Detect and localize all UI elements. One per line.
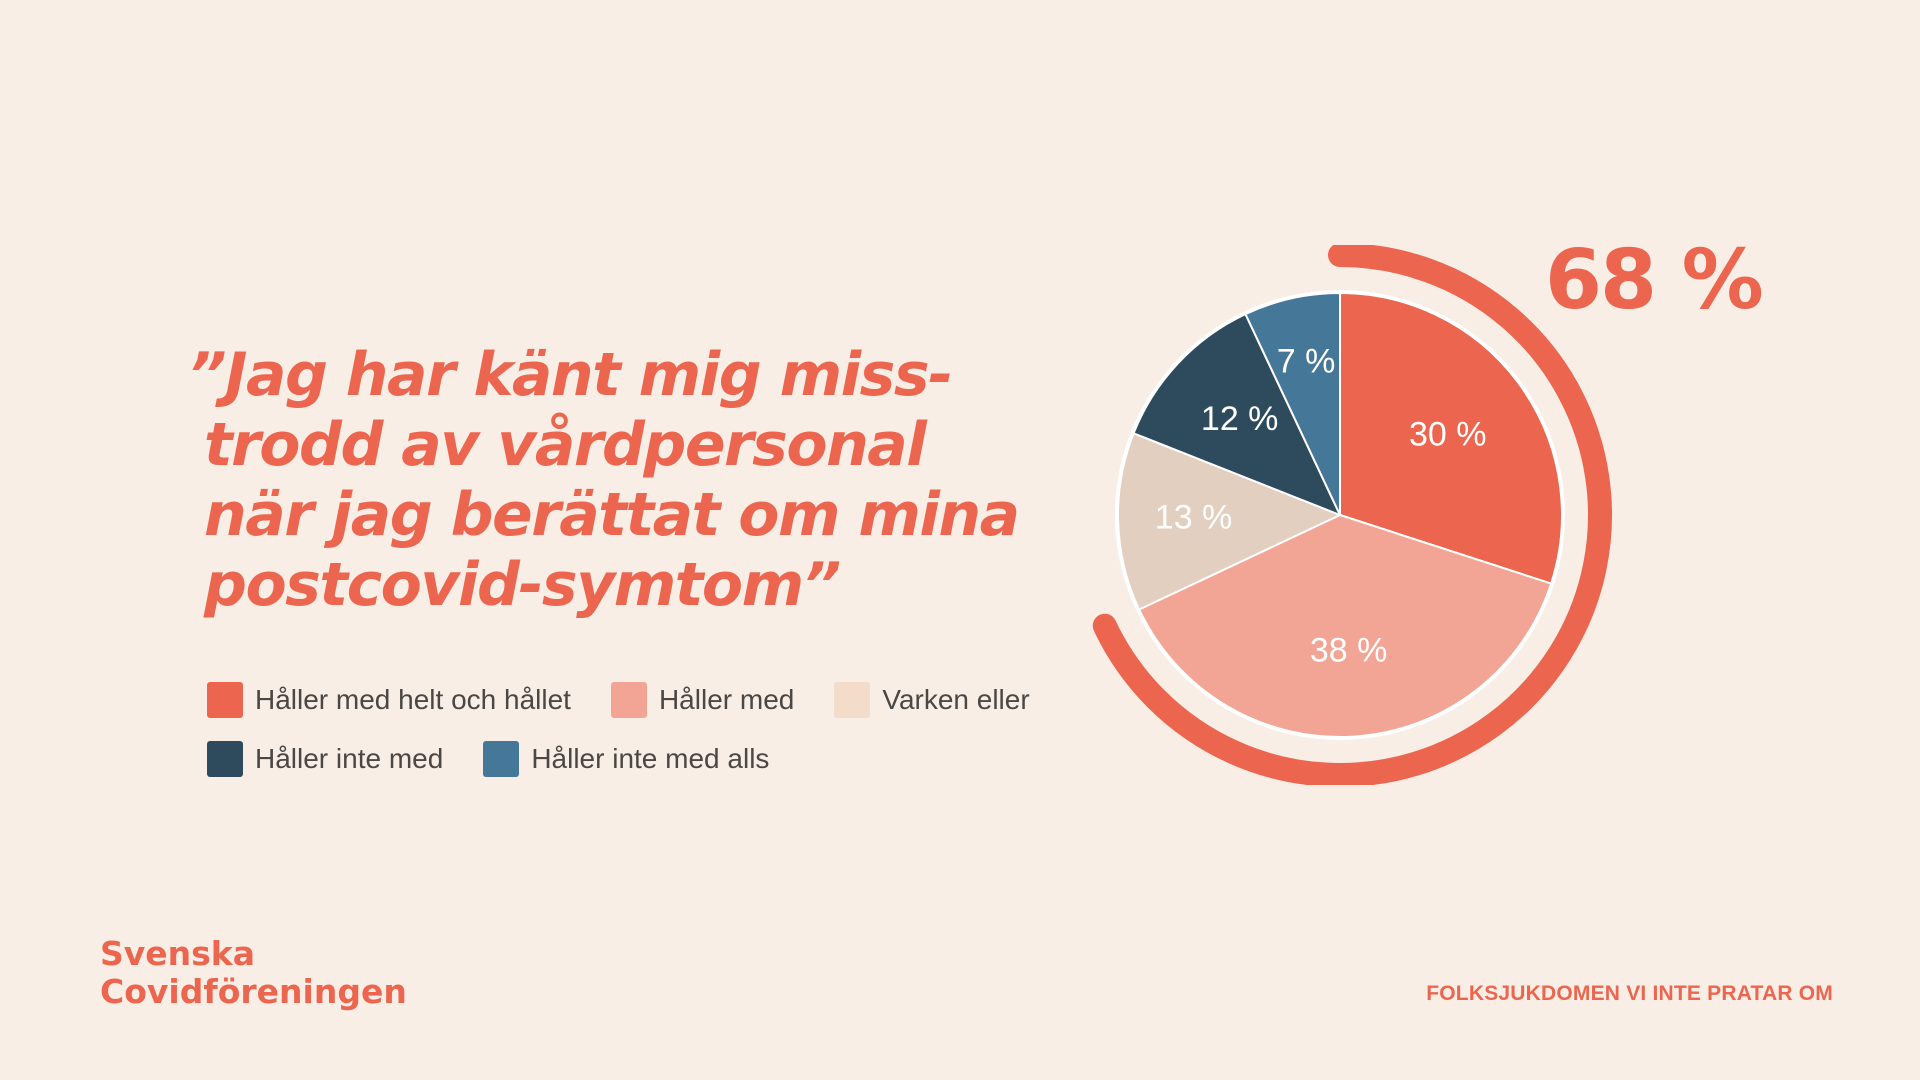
highlight-arc (1092, 245, 1612, 785)
legend-swatch-varken (834, 682, 871, 718)
legend-label-inte-alls: Håller inte med alls (531, 743, 770, 774)
pie-slice (1244, 291, 1341, 516)
pie-slice-label: 7 % (1277, 342, 1336, 380)
pie-slice (1339, 291, 1563, 585)
highlight-percentage: 68 % (1545, 233, 1764, 328)
chart-legend: Håller med helt och hållet Håller med Va… (207, 682, 1087, 800)
legend-item-varken: Varken eller (834, 682, 1030, 718)
pie-slice-label: 30 % (1409, 416, 1487, 454)
legend-swatch-haller-med (610, 682, 647, 718)
pie-slice-label: 13 % (1155, 499, 1233, 537)
legend-swatch-inte-med (207, 741, 243, 777)
brand-line: Svenska (100, 934, 256, 973)
pie-slice (1117, 431, 1343, 611)
pie-slice-label: 12 % (1201, 400, 1279, 438)
legend-item-haller-med: Håller med (610, 682, 795, 718)
legend-item-inte-med: Håller inte med (207, 741, 443, 777)
legend-label-varken: Varken eller (882, 684, 1030, 715)
legend-label-helt: Håller med helt och hållet (255, 684, 571, 715)
chart-quote-title: ”Jag har känt mig miss- trodd av vårdper… (188, 340, 1068, 620)
pie-slice-label: 38 % (1310, 631, 1388, 669)
pie-chart: 30 % 38 % 13 % 12 % 7 % (1092, 245, 1612, 785)
legend-label-haller-med: Håller med (658, 684, 795, 715)
brand-line: Covidföreningen (100, 972, 407, 1011)
legend-row: Håller inte med Håller inte med alls (207, 741, 1087, 777)
legend-item-inte-alls: Håller inte med alls (483, 741, 769, 777)
quote-line: ”Jag har känt mig miss- (188, 340, 953, 410)
legend-swatch-helt (207, 682, 243, 718)
legend-item-helt: Håller med helt och hållet (207, 682, 571, 718)
footer-tagline: FOLKSJUKDOMEN VI INTE PRATAR OM (1426, 982, 1833, 1005)
legend-label-inte-med: Håller inte med (255, 743, 444, 774)
quote-line: när jag berättat om mina (204, 480, 1020, 550)
legend-row: Håller med helt och hållet Håller med Va… (207, 682, 1087, 718)
pie-slice (1132, 312, 1342, 517)
legend-swatch-inte-alls (483, 741, 520, 777)
brand-logo: Svenska Covidföreningen (100, 935, 407, 1011)
quote-line: trodd av vårdpersonal (204, 410, 927, 480)
quote-line: postcovid-symtom” (204, 550, 841, 620)
pie-slice (1137, 513, 1553, 738)
